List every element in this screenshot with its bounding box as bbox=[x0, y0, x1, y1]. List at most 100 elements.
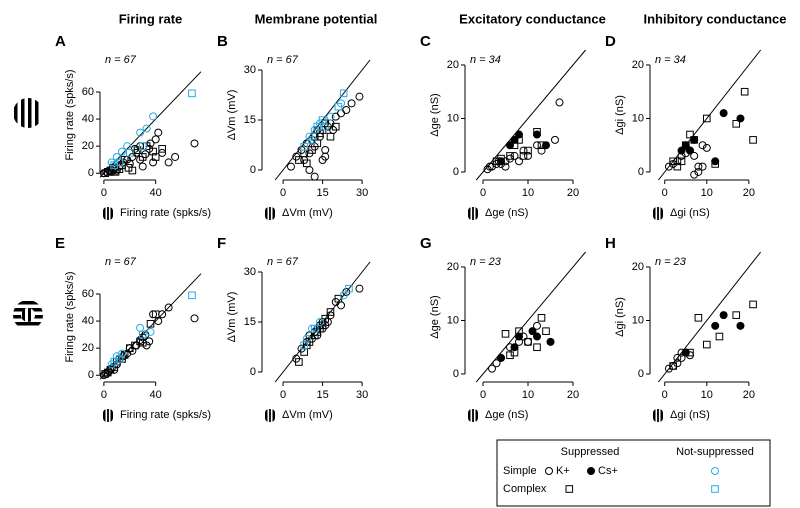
point bbox=[164, 303, 173, 312]
point bbox=[702, 143, 711, 152]
point bbox=[151, 310, 160, 319]
legend-header: Suppressed bbox=[561, 446, 620, 458]
y-axis-label: Firing rate (spks/s) bbox=[64, 271, 76, 362]
x-axis-label: Δgi (nS) bbox=[670, 409, 710, 421]
point bbox=[736, 321, 745, 330]
point bbox=[136, 323, 145, 332]
y-tick-label: 20 bbox=[632, 59, 644, 71]
column-title: Firing rate bbox=[119, 11, 183, 26]
y-axis-label: ΔVm (mV) bbox=[226, 292, 238, 343]
point bbox=[313, 122, 322, 131]
point bbox=[190, 139, 199, 148]
point bbox=[740, 87, 749, 96]
point bbox=[107, 158, 116, 167]
point bbox=[295, 156, 303, 164]
point bbox=[131, 341, 139, 350]
icon-stripe bbox=[655, 409, 658, 422]
y-tick-label: 15 bbox=[244, 316, 256, 328]
point bbox=[101, 169, 109, 178]
point bbox=[308, 146, 316, 154]
point bbox=[711, 157, 720, 166]
point bbox=[110, 363, 119, 371]
y-tick-label: 20 bbox=[632, 261, 644, 273]
icon-stripe bbox=[473, 207, 476, 220]
point bbox=[128, 346, 137, 355]
point bbox=[732, 311, 741, 319]
point bbox=[524, 146, 532, 155]
icon-stripe bbox=[655, 207, 658, 220]
point bbox=[138, 142, 147, 150]
point bbox=[310, 324, 319, 333]
point bbox=[110, 357, 119, 366]
point bbox=[497, 157, 505, 166]
grating-icon bbox=[468, 207, 478, 220]
n-label: n = 34 bbox=[655, 54, 686, 66]
point bbox=[321, 152, 330, 161]
icon-stripe bbox=[473, 409, 476, 422]
x-tick-label: 0 bbox=[101, 389, 107, 401]
icon-stripe bbox=[108, 207, 111, 220]
n-label: n = 34 bbox=[470, 54, 501, 66]
grating-icon bbox=[103, 207, 113, 220]
point bbox=[510, 151, 519, 160]
point bbox=[719, 109, 728, 118]
legend-marker bbox=[711, 467, 719, 475]
point bbox=[115, 158, 124, 167]
y-tick-label: 0 bbox=[88, 167, 94, 179]
point bbox=[310, 172, 319, 181]
point bbox=[492, 359, 501, 368]
legend-label: Cs+ bbox=[598, 465, 618, 477]
point bbox=[669, 157, 677, 166]
legend-box bbox=[496, 439, 771, 507]
icon-bg bbox=[103, 207, 113, 220]
y-tick-label: 0 bbox=[638, 368, 644, 380]
panel-letter: H bbox=[605, 235, 616, 252]
point bbox=[326, 308, 335, 316]
icon-stripe bbox=[267, 409, 270, 422]
point bbox=[326, 132, 335, 141]
point bbox=[107, 360, 116, 369]
point bbox=[673, 353, 682, 362]
point bbox=[673, 162, 682, 171]
point bbox=[138, 338, 147, 347]
point bbox=[677, 353, 686, 362]
point bbox=[118, 349, 127, 358]
unity-line bbox=[475, 49, 586, 181]
grating-icon bbox=[468, 409, 478, 422]
y-tick-label: 20 bbox=[447, 261, 459, 273]
point bbox=[681, 348, 690, 357]
point bbox=[501, 330, 510, 338]
icon-stripe bbox=[658, 409, 661, 422]
n-label: n = 23 bbox=[655, 256, 687, 268]
point bbox=[130, 144, 139, 153]
icon-stripe bbox=[270, 409, 273, 422]
point bbox=[732, 120, 741, 128]
point bbox=[164, 158, 173, 167]
y-axis-label: Δgi (nS) bbox=[614, 297, 626, 337]
panel-letter: C bbox=[420, 33, 431, 50]
point bbox=[188, 291, 196, 300]
point bbox=[694, 167, 703, 176]
y-tick-label: 20 bbox=[82, 342, 94, 354]
point bbox=[171, 152, 180, 161]
point bbox=[546, 337, 555, 346]
point bbox=[141, 150, 150, 159]
point bbox=[690, 136, 698, 144]
y-tick-label: 20 bbox=[82, 140, 94, 152]
y-tick-label: 0 bbox=[453, 166, 459, 178]
point bbox=[519, 146, 528, 155]
point bbox=[694, 314, 703, 322]
grating-icon bbox=[653, 409, 663, 422]
point bbox=[711, 160, 720, 168]
x-tick-label: 30 bbox=[356, 389, 368, 401]
icon-bg bbox=[468, 207, 478, 220]
point bbox=[542, 141, 550, 150]
x-axis-label: ΔVm (mV) bbox=[282, 409, 333, 421]
y-tick-label: 0 bbox=[453, 368, 459, 380]
icon-bg bbox=[653, 409, 663, 422]
point bbox=[698, 141, 707, 150]
icon-stripe bbox=[270, 207, 273, 220]
icon-stripe bbox=[267, 207, 270, 220]
point bbox=[542, 327, 550, 335]
y-tick-label: 10 bbox=[632, 314, 644, 326]
